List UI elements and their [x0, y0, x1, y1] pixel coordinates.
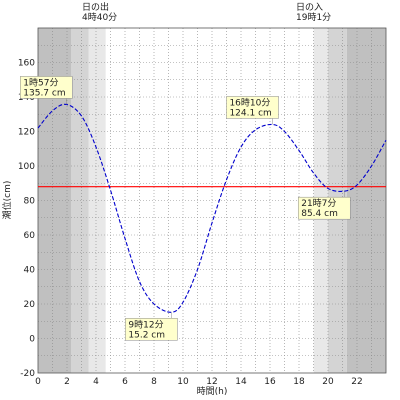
annotation-box-3 — [297, 196, 351, 220]
x-tick-22: 22 — [351, 377, 362, 387]
y-tick-160: 160 — [18, 59, 35, 69]
x-tick-18: 18 — [293, 377, 305, 387]
x-tick-14: 14 — [235, 377, 247, 387]
sunset-label-line1: 日の入 — [296, 2, 323, 13]
y-tick-100: 100 — [18, 162, 35, 172]
x-tick-8: 8 — [151, 377, 157, 387]
sunset-label-line2: 19時1分 — [296, 12, 331, 23]
x-tick-16: 16 — [264, 377, 276, 387]
y-tick-40: 40 — [24, 266, 36, 276]
y-tick-labels: -20020406080100120140160 — [18, 59, 35, 380]
series-group — [37, 103, 387, 313]
annotation-box-2 — [226, 96, 279, 119]
y-tick-0: 0 — [29, 335, 35, 345]
sunrise-label-line2: 4時40分 — [82, 12, 117, 23]
annotation-time-0: 1時57分 — [23, 77, 58, 88]
annotation-time-2: 16時10分 — [229, 97, 270, 108]
x-tick-12: 12 — [206, 377, 217, 387]
annotation-value-2: 124.1 cm — [229, 108, 271, 118]
x-tick-20: 20 — [322, 377, 334, 387]
y-tick--20: -20 — [20, 369, 35, 379]
annotation-value-3: 85.4 cm — [301, 209, 338, 219]
y-tick-120: 120 — [18, 128, 35, 138]
x-tick-10: 10 — [177, 377, 189, 387]
y-tick-20: 20 — [24, 300, 36, 310]
x-axis-label: 時間(h) — [197, 386, 228, 397]
tide-series-line-0 — [37, 103, 387, 313]
plot-frame — [37, 27, 387, 374]
night-band-2 — [88, 28, 106, 373]
x-tick-labels: 0 2 4 6 8 10 12 14 16 18 20 22 — [35, 377, 363, 387]
sunrise-label-line1: 日の出 — [82, 1, 109, 13]
annotation-time-1: 9時12分 — [128, 319, 163, 330]
y-axis-label: 潮位(cm) — [1, 181, 13, 220]
annotation-value-0: 135.7 cm — [23, 88, 65, 98]
x-tick-4: 4 — [93, 377, 99, 387]
x-tick-0: 0 — [35, 377, 41, 387]
sun-labels: 日の出 4時40分 日の入 19時1分 — [82, 1, 331, 23]
annotation-time-3: 21時7分 — [301, 198, 336, 209]
x-tick-2: 2 — [64, 377, 70, 387]
annotation-box-0 — [20, 76, 73, 99]
y-tick-60: 60 — [24, 231, 36, 241]
x-tick-6: 6 — [122, 377, 128, 387]
annotation-box-1 — [125, 318, 178, 341]
y-tick-80: 80 — [24, 197, 36, 207]
annotation-value-1: 15.2 cm — [128, 330, 165, 340]
